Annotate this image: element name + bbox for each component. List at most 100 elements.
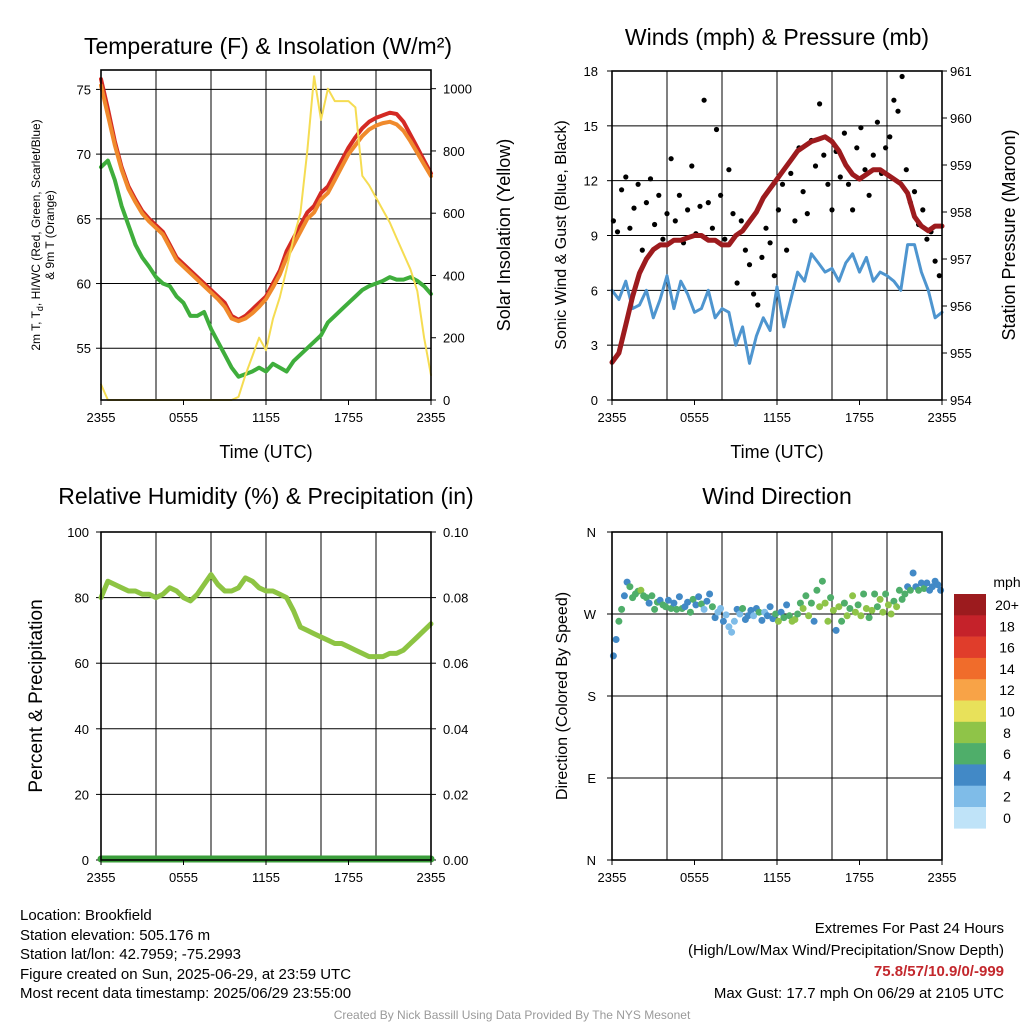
legend-swatch [954, 807, 986, 829]
rh-ytick-label: 60 [75, 656, 89, 671]
direction-point [934, 581, 942, 589]
gust-point [767, 240, 773, 246]
direction-point [667, 605, 675, 612]
insolation-ylabel: Solar Insolation (Yellow) [494, 139, 514, 331]
direction-point [832, 626, 840, 634]
legend-label: 6 [1003, 746, 1011, 762]
direction-point [774, 617, 782, 625]
direction-point [893, 603, 901, 611]
gust-point [709, 225, 716, 231]
pressure-ytick-label: 954 [950, 393, 972, 408]
legend-swatch [954, 743, 986, 765]
direction-point [725, 623, 733, 631]
direction-point [923, 579, 931, 587]
dir-ytick-label: N [587, 853, 596, 868]
direction-point [794, 610, 802, 618]
legend-swatch [954, 657, 986, 680]
direction-point [626, 583, 634, 591]
direction-point [843, 612, 851, 620]
insolation-ytick-label: 0 [443, 393, 450, 408]
insolation-ytick-label: 200 [443, 331, 465, 346]
max-gust: Max Gust: 17.7 mph On 06/29 at 2105 UTC [713, 984, 1004, 1002]
direction-point [824, 617, 832, 625]
gust-point [866, 192, 872, 198]
direction-point [730, 617, 738, 625]
gust-point [718, 192, 724, 198]
dir-ytick-label: N [587, 525, 596, 540]
temp-ylabel: 2m T, Td, HI/WC (Red, Green, Scarlet/Blu… [29, 119, 45, 350]
direction-point [783, 601, 791, 609]
gust-point [652, 221, 658, 228]
direction-point [807, 599, 815, 607]
gust-point [784, 247, 790, 253]
direction-point [695, 593, 703, 601]
gust-point [775, 207, 782, 213]
gust-point [932, 258, 938, 264]
direction-point [662, 603, 670, 611]
rh-ytick-label: 40 [75, 722, 89, 737]
direction-point [673, 605, 681, 613]
direction-point [777, 608, 785, 616]
pressure-ytick-label: 961 [950, 64, 972, 79]
direction-point [805, 612, 813, 620]
extremes-values: 75.8/57/10.9/0/-999 [873, 963, 1004, 980]
gust-point [891, 97, 897, 103]
gust-point [672, 218, 678, 224]
gust-point [841, 130, 848, 136]
rh-panel-title: Relative Humidity (%) & Precipitation (i… [58, 483, 473, 509]
direction-point [906, 586, 914, 594]
figure-created: Figure created on Sun, 2025-06-29, at 23… [20, 965, 352, 983]
pressure-line [609, 134, 945, 365]
direction-point [882, 590, 890, 598]
gust-point [812, 163, 819, 169]
rh-xtick-label: 2355 [87, 870, 116, 885]
pressure-ytick-label: 956 [950, 299, 972, 314]
rh-xtick-label: 1755 [334, 870, 363, 885]
gust-point [664, 211, 670, 217]
direction-point [664, 596, 672, 604]
direction-point [840, 599, 848, 607]
wind-ytick-label: 15 [584, 119, 598, 134]
legend-swatch [954, 636, 986, 659]
insolation-ytick-label: 800 [443, 144, 465, 159]
wind-xlabel: Time (UTC) [730, 442, 823, 462]
wind-speed-line [610, 243, 944, 365]
wind-xtick-label: 2355 [928, 410, 957, 425]
gust-point [631, 205, 637, 211]
direction-point [736, 610, 744, 618]
direction-point [928, 583, 936, 591]
gust-point [825, 181, 831, 187]
gust-point [817, 101, 823, 107]
gust-point [627, 225, 633, 231]
legend-label: 2 [1003, 789, 1011, 805]
dir-xtick-label: 0555 [680, 870, 709, 885]
gust-point [862, 167, 868, 173]
gust-point [734, 280, 740, 286]
direction-point [813, 586, 821, 594]
legend-label: 4 [1003, 767, 1011, 783]
direction-point [791, 616, 799, 623]
legend-label: 18 [999, 618, 1015, 634]
legend-swatch [954, 594, 986, 616]
rh-xtick-label: 1155 [252, 870, 280, 885]
legend-label: 12 [999, 682, 1015, 698]
legend-swatch [954, 721, 986, 744]
direction-point [615, 617, 623, 625]
pressure-ytick-label: 957 [950, 252, 972, 267]
direction-point [642, 594, 650, 602]
temp-xtick-label: 2355 [417, 410, 446, 425]
direction-point [796, 599, 804, 607]
direction-point [810, 617, 818, 625]
precip-ytick-label: 0.02 [443, 787, 468, 802]
direction-point [920, 585, 928, 592]
gust-point [742, 247, 749, 253]
legend-swatch [954, 615, 986, 637]
direction-point [818, 577, 826, 585]
pressure-ytick-label: 958 [950, 205, 972, 220]
legend-label: 16 [999, 640, 1015, 656]
pressure-ylabel: Station Pressure (Maroon) [999, 129, 1019, 340]
direction-point [744, 612, 752, 620]
direction-point [860, 590, 868, 598]
direction-point [708, 603, 716, 611]
direction-point [722, 611, 730, 619]
